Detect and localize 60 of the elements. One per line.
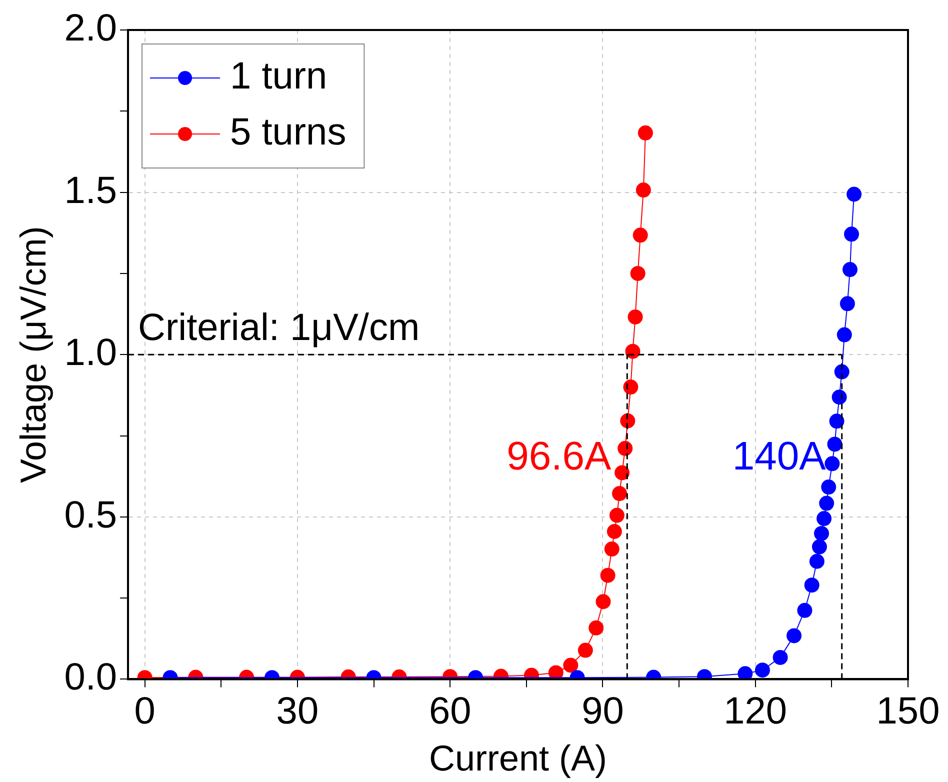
- point: [628, 309, 643, 324]
- point: [600, 568, 616, 583]
- point: [772, 650, 788, 665]
- point: [636, 182, 651, 198]
- point: [630, 266, 646, 281]
- point: [620, 413, 636, 428]
- y-axis-title: Voltage (μV/cm): [12, 226, 54, 484]
- point: [754, 662, 770, 678]
- point: [834, 364, 850, 380]
- x-tick-label: 60: [428, 690, 472, 732]
- y-tick-label: 0.5: [64, 494, 118, 536]
- point: [604, 542, 620, 557]
- point: [614, 465, 630, 480]
- point: [578, 642, 593, 658]
- point: [821, 480, 836, 495]
- x-axis-title: Current (A): [428, 737, 608, 778]
- point: [816, 511, 832, 526]
- point: [632, 228, 648, 243]
- x-tick-label: 30: [276, 690, 319, 732]
- point: [840, 296, 855, 312]
- point: [786, 628, 802, 644]
- ref-line-label: 140A: [732, 434, 826, 479]
- point: [797, 602, 812, 618]
- x-tick-label: 150: [876, 690, 940, 732]
- legend-label: 1 turn: [230, 55, 328, 98]
- point: [844, 226, 860, 242]
- point: [832, 390, 847, 405]
- point: [618, 440, 633, 456]
- point: [842, 262, 858, 278]
- point: [606, 524, 622, 540]
- point: [638, 125, 653, 140]
- point: [612, 486, 628, 502]
- point: [812, 539, 827, 554]
- point: [827, 436, 842, 452]
- point: [609, 508, 624, 523]
- point: [563, 658, 578, 673]
- y-tick-label: 1.0: [64, 332, 118, 374]
- y-tick-label: 2.0: [64, 7, 118, 50]
- point: [814, 526, 830, 541]
- point: [623, 380, 638, 395]
- point: [625, 344, 640, 359]
- point: [824, 456, 840, 472]
- ref-line-label: 96.6A: [506, 434, 612, 479]
- point: [846, 186, 862, 202]
- point: [588, 620, 604, 636]
- x-tick-label: 90: [582, 690, 624, 732]
- x-tick-label: 0: [134, 690, 156, 732]
- x-tick-label: 120: [724, 690, 788, 732]
- ref-line-label: Criterial: 1μV/cm: [138, 307, 420, 350]
- y-tick-label: 0.0: [64, 656, 118, 699]
- point: [819, 496, 834, 511]
- point: [548, 665, 564, 680]
- point: [738, 666, 753, 680]
- y-tick-label: 1.5: [64, 170, 118, 212]
- point: [829, 414, 844, 429]
- point: [836, 327, 852, 342]
- point: [809, 554, 824, 569]
- point: [804, 578, 820, 593]
- point: [596, 594, 611, 610]
- legend-label: 5 turns: [230, 111, 346, 154]
